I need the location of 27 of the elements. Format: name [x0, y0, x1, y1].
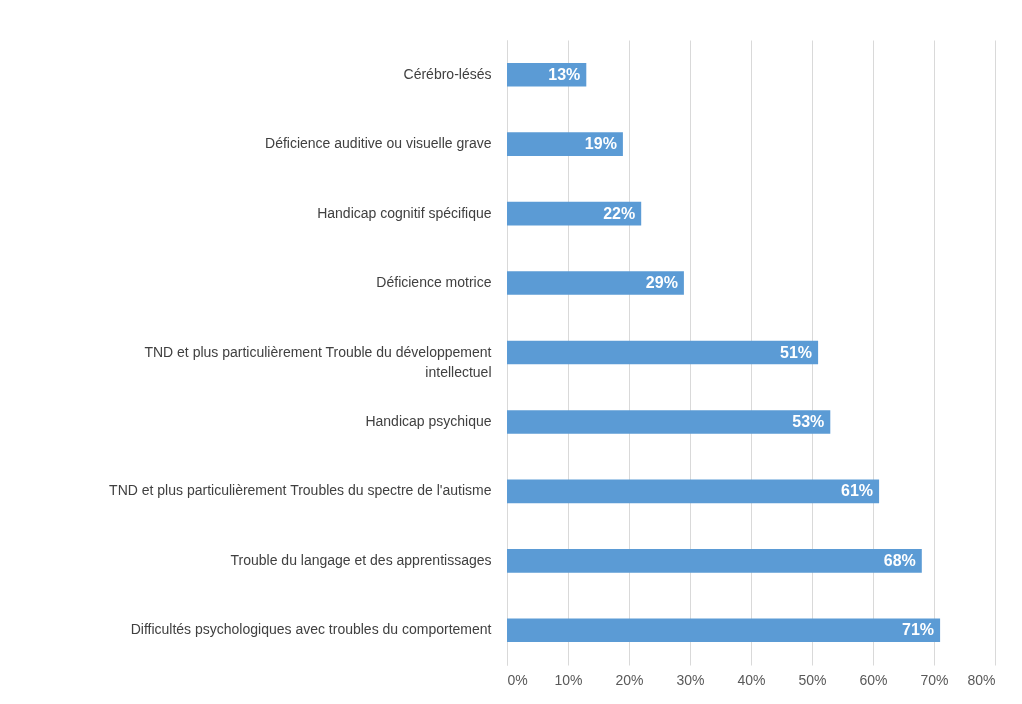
x-tick-label: 10% — [554, 671, 583, 688]
y-tick-label: TND et plus particulièrement Troubles du spectre de l'autisme — [109, 482, 492, 499]
data-label: 51% — [780, 343, 813, 361]
data-label: 53% — [792, 412, 825, 430]
data-label: 29% — [645, 274, 678, 292]
y-tick-label: Difficultés psychologiques avec troubles du comportement — [130, 621, 492, 638]
y-tick-label: Handicap psychique — [365, 412, 492, 429]
y-tick-label: Déficience motrice — [376, 274, 492, 291]
data-label: 22% — [603, 204, 636, 222]
data-label: 68% — [883, 551, 916, 569]
x-tick-label: 30% — [676, 671, 705, 688]
x-tick-label: 0% — [507, 671, 528, 688]
x-tick-label: 70% — [920, 671, 949, 688]
y-tick-label: TND et plus particulièrement Trouble du développement intellectuel — [144, 343, 492, 380]
y-tick-label: Handicap cognitif spécifique — [317, 204, 492, 221]
data-label: 19% — [584, 135, 617, 153]
data-label: 13% — [548, 65, 581, 83]
x-tick-label: 80% — [967, 671, 996, 688]
x-tick-label: 60% — [859, 671, 888, 688]
x-tick-label: 20% — [615, 671, 644, 688]
y-tick-label: Trouble du langage et des apprentissages — [230, 551, 492, 568]
data-label: 71% — [902, 621, 935, 639]
y-tick-label: Déficience auditive ou visuelle grave — [265, 135, 492, 152]
x-tick-label: 40% — [737, 671, 766, 688]
data-label: 61% — [841, 482, 874, 500]
y-tick-label: Cérébro-lésés — [403, 65, 492, 82]
x-tick-label: 50% — [798, 671, 827, 688]
